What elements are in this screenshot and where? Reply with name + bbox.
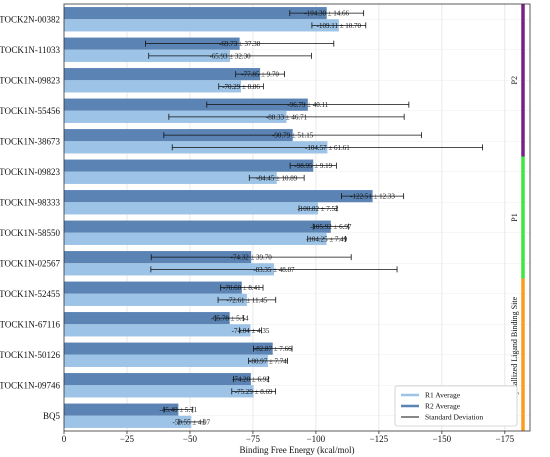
r2-average-value-label: -96.79 ± 40.11 [287, 101, 328, 109]
r2-average-value-label: -45.40 ± 5.71 [160, 406, 198, 414]
legend: R1 Average R2 Average Standard Deviation [394, 385, 518, 427]
category-label: STOCK1N-09746 [0, 380, 60, 390]
r1-average-bar [64, 293, 247, 306]
r2-average-bar [64, 220, 331, 233]
category-label: STOCK1N-38673 [0, 136, 60, 146]
group-label: Co-crystallized Ligand Binding Site [510, 296, 519, 412]
r1-average-value-label: -80.97 ± 7.74 [249, 357, 287, 365]
category-label: STOCK1N-09823 [0, 75, 60, 85]
bars-layer [64, 7, 373, 428]
r1-average-value-label: -74.04 ± 4.35 [232, 327, 270, 335]
r2-average-bar [64, 190, 373, 203]
r2-average-value-label: -98.95 ± 9.19 [294, 162, 332, 170]
r2-average-bar [64, 373, 251, 386]
r2-average-value-label: -122.51 ± 12.33 [350, 193, 395, 201]
r1-average-value-label: -88.33 ± 46.71 [266, 113, 308, 121]
r2-average-bar [64, 312, 230, 325]
category-label: STOCK1N-11033 [0, 45, 60, 55]
legend-label: R2 Average [425, 402, 461, 411]
category-label: STOCK1N-55456 [0, 106, 60, 116]
category-label: STOCK2N-00382 [0, 14, 60, 24]
category-labels-layer: STOCK2N-00382 STOCK1N-11033 STOCK1N-09823 S… [0, 14, 60, 421]
r2-average-value-label: -105.92 ± 6.97 [310, 223, 352, 231]
r2-average-value-label: -77.85 ± 9.70 [241, 71, 279, 79]
r1-average-value-label: -70.29 ± 8.86 [222, 83, 260, 91]
r2-average-bar [64, 98, 308, 111]
legend-box [394, 385, 518, 427]
r2-average-bar [64, 281, 242, 294]
r1-average-value-label: -104.57 ± 61.61 [305, 144, 350, 152]
r2-average-value-label: -104.30 ± 14.66 [304, 10, 349, 18]
x-tick-label: −50 [183, 434, 198, 444]
category-label: STOCK1N-09823 [0, 167, 60, 177]
r2-average-bar [64, 159, 314, 172]
group-label: P1 [510, 213, 519, 221]
r1-average-bar [64, 232, 327, 245]
r1-average-bar [64, 80, 242, 93]
r1-average-value-label: -104.25 ± 7.49 [306, 235, 348, 243]
category-label: STOCK1N-50126 [0, 350, 60, 360]
r1-average-value-label: -100.82 ± 7.52 [297, 205, 339, 213]
r1-average-value-label: -75.29 ± 8.69 [235, 388, 273, 396]
r2-average-value-label: -65.78 ± 5.54 [211, 315, 249, 323]
r1-average-bar [64, 324, 251, 337]
r2-average-value-label: -74.20 ± 6.92 [232, 376, 270, 384]
category-label: STOCK1N-98333 [0, 197, 60, 207]
x-tick-label: −25 [120, 434, 135, 444]
r2-average-value-label: -74.32 ± 39.70 [231, 254, 273, 262]
value-labels-layer: -104.30 ± 14.66 -69.73 ± 37.38 -77.85 ± 9.… [160, 10, 396, 427]
r1-average-bar [64, 415, 192, 428]
x-tick-label: −175 [496, 434, 515, 444]
x-tick-label: −100 [307, 434, 326, 444]
r2-average-value-label: -70.60 ± 8.41 [223, 284, 261, 292]
r2-average-bar [64, 403, 179, 416]
r1-average-value-label: -65.93 ± 32.30 [209, 52, 251, 60]
group-label: P2 [510, 76, 519, 84]
category-label: STOCK1N-58550 [0, 228, 60, 238]
r1-average-bar [64, 354, 268, 367]
r1-average-value-label: -109.11 ± 10.70 [317, 22, 362, 30]
legend-label: R1 Average [425, 391, 461, 400]
x-ticks-layer: 0 −25 −50 −75 −100 −125 −150 −175 [62, 431, 515, 444]
r2-average-value-label: -82.87 ± 7.66 [254, 345, 292, 353]
r1-average-value-label: -84.45 ± 10.89 [256, 174, 298, 182]
r1-average-bar [64, 49, 231, 62]
category-label: BQ5 [43, 411, 61, 421]
r1-average-value-label: -50.55 ± 4.97 [172, 418, 210, 426]
r2-average-value-label: -69.73 ± 37.38 [219, 40, 261, 48]
x-axis-label: Binding Free Energy (kcal/mol) [239, 445, 354, 455]
r1-average-bar [64, 202, 318, 215]
plot-frame [63, 3, 531, 432]
r2-average-bar [64, 68, 261, 81]
r2-average-bar [64, 342, 273, 355]
r2-average-bar [64, 7, 327, 20]
legend-label: Standard Deviation [425, 413, 483, 422]
x-tick-label: 0 [62, 434, 67, 444]
category-label: STOCK1N-67116 [0, 319, 60, 329]
error-bars-layer [145, 10, 483, 425]
x-tick-label: −75 [246, 434, 261, 444]
x-tick-label: −125 [370, 434, 389, 444]
r1-average-value-label: -72.61 ± 11.45 [226, 296, 267, 304]
category-label: STOCK1N-02567 [0, 258, 60, 268]
r1-average-bar [64, 171, 277, 184]
group-markers-layer: P2 P1 Co-crystallized Ligand Binding Site [510, 4, 525, 431]
r2-average-value-label: -90.79 ± 51.15 [272, 132, 314, 140]
r1-average-value-label: -83.35 ± 48.87 [253, 266, 295, 274]
x-tick-label: −150 [433, 434, 452, 444]
r1-average-bar [64, 19, 339, 32]
category-label: STOCK1N-52455 [0, 289, 60, 299]
r1-average-bar [64, 385, 254, 398]
